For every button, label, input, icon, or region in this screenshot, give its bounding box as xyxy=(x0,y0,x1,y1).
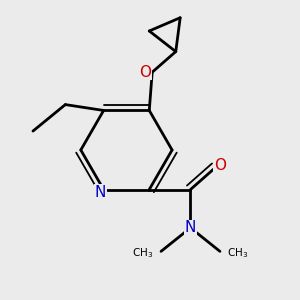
Text: O: O xyxy=(214,158,226,173)
Text: CH$_3$: CH$_3$ xyxy=(133,246,154,260)
Text: N: N xyxy=(185,220,196,235)
Text: CH$_3$: CH$_3$ xyxy=(227,246,248,260)
Text: O: O xyxy=(139,65,151,80)
Text: N: N xyxy=(95,185,106,200)
